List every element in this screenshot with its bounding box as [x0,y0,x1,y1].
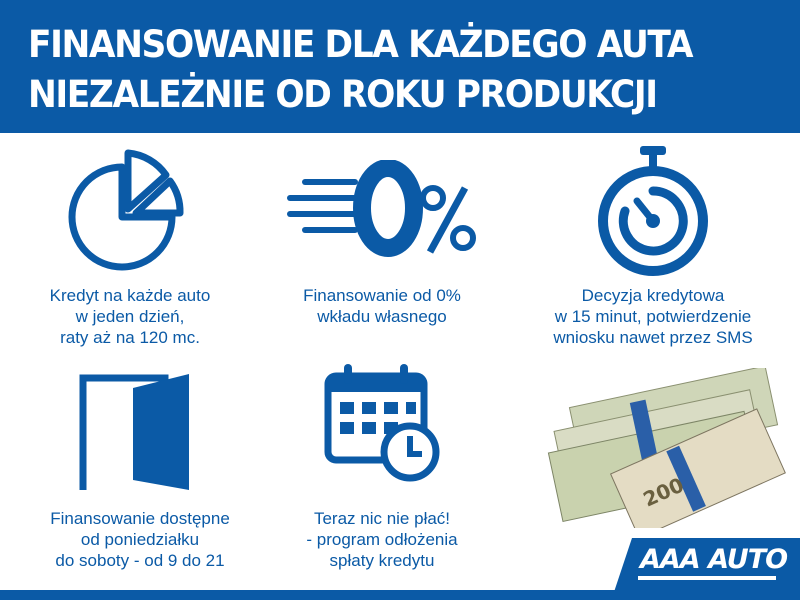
banknote-stack-icon: 200 [547,368,786,528]
open-door-icon [79,374,189,490]
zero-percent-icon [287,160,476,257]
pie-chart-icon [68,149,184,271]
stopwatch-icon [598,146,708,276]
bottom-bar [0,590,800,600]
feature-caption-zero-down: Finansowanie od 0% wkładu własnego [303,286,461,326]
feature-caption-defer: Teraz nic nie płać! - program odłożenia sp… [306,509,458,570]
headline: FINANSOWANIE DLA KAŻDEGO AUTA NIEZALEŻNIE… [28,23,693,116]
aaa-auto-logo: AAA AUTO [640,544,788,575]
calendar-clock-icon [324,364,440,482]
logo-underline [638,576,776,580]
feature-caption-credit: Kredyt na każde auto w jeden dzień, raty a… [49,286,211,347]
logo-background [612,538,800,598]
feature-caption-hours: Finansowanie dostępne od poniedziałku do s… [50,509,230,570]
feature-caption-decision: Decyzja kredytowa w 15 minut, potwierdzen… [553,286,753,347]
header-banner: FINANSOWANIE DLA KAŻDEGO AUTA NIEZALEŻNIE… [0,0,800,133]
